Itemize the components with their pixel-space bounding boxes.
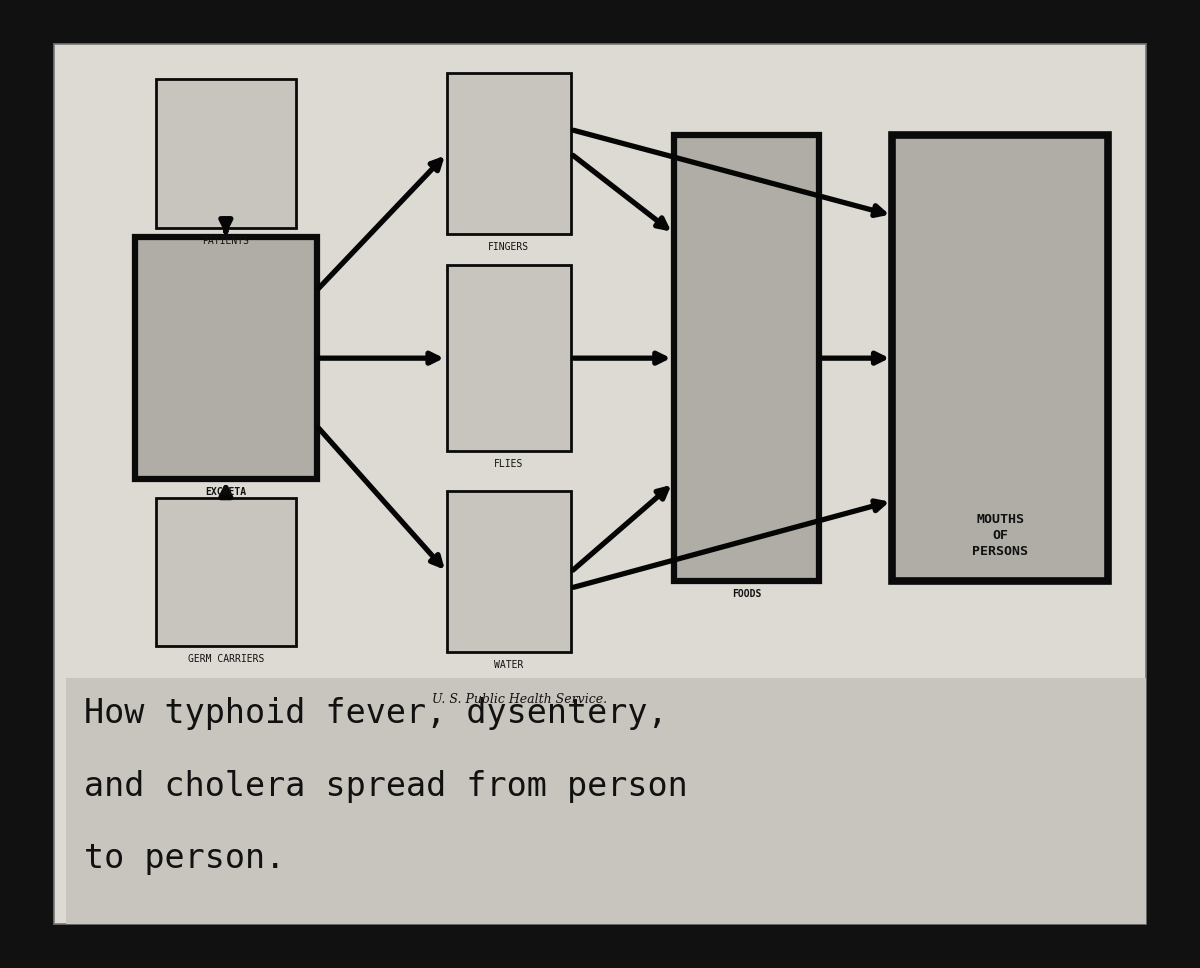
FancyBboxPatch shape [673,136,820,581]
Text: FINGERS: FINGERS [488,242,529,252]
FancyBboxPatch shape [446,74,571,234]
Text: to person.: to person. [84,842,286,875]
FancyBboxPatch shape [136,237,317,479]
FancyBboxPatch shape [893,136,1109,581]
Text: U. S. Public Health Service.: U. S. Public Health Service. [432,693,607,706]
Text: How typhoid fever, dysentery,: How typhoid fever, dysentery, [84,697,667,730]
Text: PATIENTS: PATIENTS [203,236,250,246]
Text: FLIES: FLIES [494,459,523,469]
Text: MOUTHS
OF
PERSONS: MOUTHS OF PERSONS [972,513,1028,558]
FancyBboxPatch shape [156,79,296,228]
FancyBboxPatch shape [446,265,571,451]
FancyBboxPatch shape [156,498,296,647]
FancyBboxPatch shape [54,44,1146,924]
FancyBboxPatch shape [66,678,1146,924]
Text: FOODS: FOODS [732,589,761,599]
FancyBboxPatch shape [446,492,571,652]
Text: and cholera spread from person: and cholera spread from person [84,770,688,802]
Text: EXCRETA: EXCRETA [205,487,246,497]
Text: GERM CARRIERS: GERM CARRIERS [187,654,264,664]
Text: WATER: WATER [494,660,523,670]
